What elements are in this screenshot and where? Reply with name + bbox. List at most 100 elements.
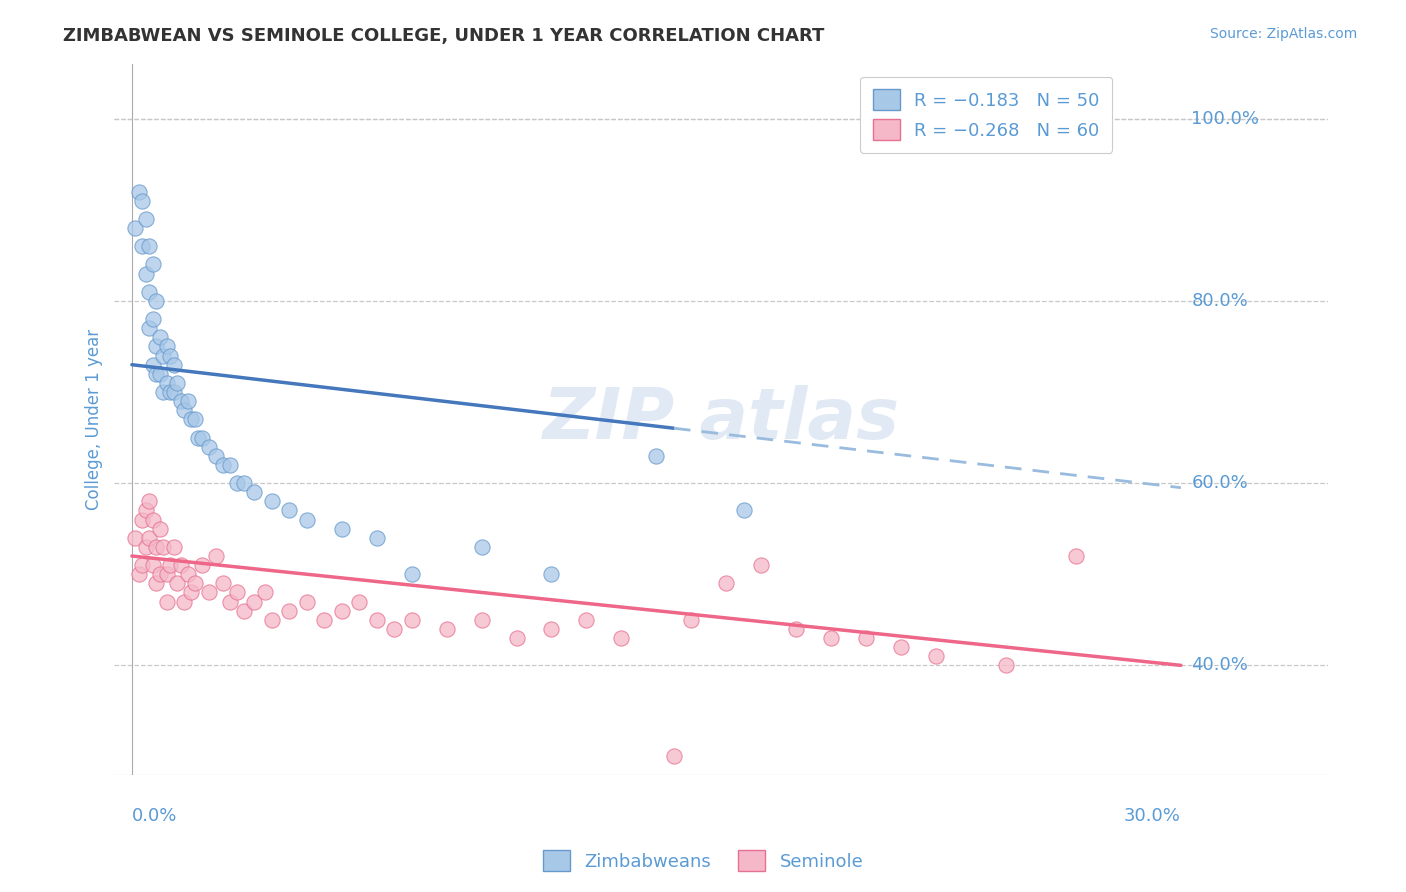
Point xyxy=(145,339,167,353)
Point xyxy=(243,485,266,500)
Point xyxy=(170,394,193,409)
Point xyxy=(925,649,948,664)
Point xyxy=(163,384,186,399)
Text: 0.0%: 0.0% xyxy=(132,806,177,824)
Text: 60.0%: 60.0% xyxy=(1191,475,1249,492)
Point xyxy=(145,367,167,381)
Point xyxy=(135,503,157,517)
Point xyxy=(191,558,214,573)
Point xyxy=(330,604,353,618)
Text: ZIP atlas: ZIP atlas xyxy=(543,384,900,454)
Point xyxy=(278,503,301,517)
Point xyxy=(159,349,181,363)
Point xyxy=(347,594,370,608)
Point xyxy=(152,349,174,363)
Point xyxy=(138,285,160,299)
Point xyxy=(716,576,738,591)
Point xyxy=(135,267,157,281)
Point xyxy=(149,367,172,381)
Point xyxy=(138,494,160,508)
Point xyxy=(260,613,283,627)
Point xyxy=(295,594,318,608)
Point xyxy=(145,576,167,591)
Point xyxy=(142,358,165,372)
Point xyxy=(314,613,336,627)
Point xyxy=(785,622,807,636)
Point xyxy=(124,221,146,235)
Point xyxy=(540,622,562,636)
Point xyxy=(645,449,668,463)
Point xyxy=(142,558,165,573)
Point xyxy=(184,412,207,426)
Point xyxy=(166,376,188,390)
Point xyxy=(382,622,405,636)
Point xyxy=(177,567,200,582)
Point xyxy=(436,622,458,636)
Point xyxy=(260,494,283,508)
Point xyxy=(330,522,353,536)
Point xyxy=(184,576,207,591)
Point xyxy=(177,394,200,409)
Point xyxy=(855,631,877,645)
Point xyxy=(145,293,167,308)
Point xyxy=(138,531,160,545)
Point xyxy=(198,585,221,599)
Point xyxy=(156,567,179,582)
Point xyxy=(135,211,157,226)
Point xyxy=(156,376,179,390)
Point xyxy=(163,540,186,554)
Point xyxy=(610,631,633,645)
Point xyxy=(505,631,527,645)
Point xyxy=(131,239,153,253)
Point xyxy=(128,185,150,199)
Point xyxy=(131,512,153,526)
Point xyxy=(204,449,226,463)
Text: 40.0%: 40.0% xyxy=(1191,657,1249,674)
Point xyxy=(575,613,598,627)
Text: Source: ZipAtlas.com: Source: ZipAtlas.com xyxy=(1209,27,1357,41)
Point xyxy=(225,476,247,491)
Text: 100.0%: 100.0% xyxy=(1191,110,1260,128)
Point xyxy=(187,431,209,445)
Point xyxy=(191,431,214,445)
Point xyxy=(131,558,153,573)
Point xyxy=(232,476,254,491)
Point xyxy=(159,384,181,399)
Point xyxy=(995,658,1018,673)
Legend: R = −0.183   N = 50, R = −0.268   N = 60: R = −0.183 N = 50, R = −0.268 N = 60 xyxy=(860,77,1112,153)
Point xyxy=(401,613,423,627)
Point xyxy=(218,594,240,608)
Y-axis label: College, Under 1 year: College, Under 1 year xyxy=(86,329,103,510)
Point xyxy=(173,594,195,608)
Point xyxy=(211,458,233,472)
Point xyxy=(152,384,174,399)
Point xyxy=(142,512,165,526)
Point xyxy=(149,330,172,344)
Point xyxy=(128,567,150,582)
Point xyxy=(218,458,240,472)
Point xyxy=(159,558,181,573)
Point xyxy=(204,549,226,563)
Point xyxy=(145,540,167,554)
Point xyxy=(1064,549,1087,563)
Point xyxy=(135,540,157,554)
Point xyxy=(890,640,912,654)
Point xyxy=(253,585,276,599)
Point xyxy=(470,540,492,554)
Point xyxy=(733,503,755,517)
Point xyxy=(156,594,179,608)
Text: 30.0%: 30.0% xyxy=(1123,806,1181,824)
Point xyxy=(540,567,562,582)
Point xyxy=(662,749,685,764)
Point xyxy=(470,613,492,627)
Point xyxy=(366,531,388,545)
Point xyxy=(152,540,174,554)
Point xyxy=(225,585,247,599)
Point xyxy=(295,512,318,526)
Point xyxy=(163,358,186,372)
Point xyxy=(243,594,266,608)
Point xyxy=(138,321,160,335)
Point xyxy=(149,567,172,582)
Point xyxy=(131,194,153,208)
Point xyxy=(278,604,301,618)
